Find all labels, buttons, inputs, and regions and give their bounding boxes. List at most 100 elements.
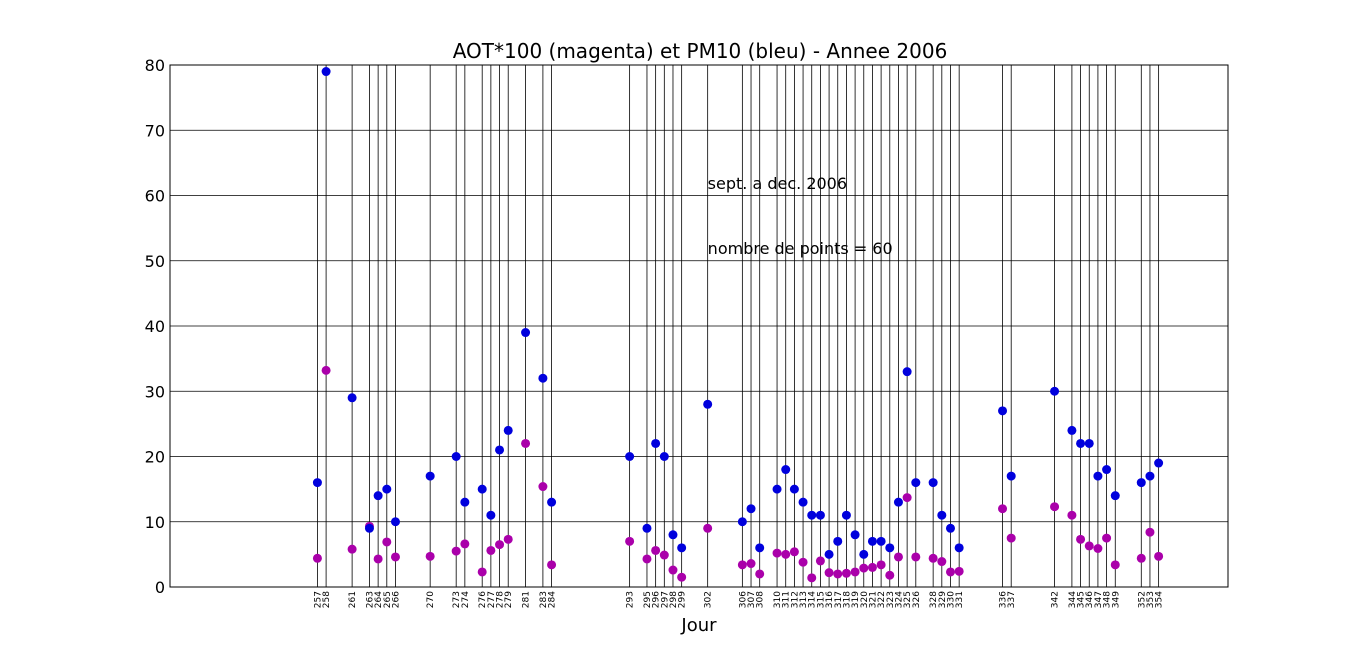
point-aot-100-266 — [390, 552, 400, 562]
x-tick-label: 283 — [539, 591, 549, 608]
x-tick-label: 314 — [808, 591, 818, 608]
point-aot-100-307 — [746, 559, 756, 569]
plot-area-frame — [169, 64, 1229, 588]
point-pm10-318 — [841, 510, 851, 520]
point-aot-100-278 — [495, 540, 505, 550]
point-aot-100-314 — [807, 573, 817, 583]
point-aot-100-325 — [902, 493, 912, 503]
x-tick-label: 270 — [426, 591, 436, 608]
point-aot-100-258 — [321, 365, 331, 375]
point-pm10-353 — [1145, 471, 1155, 481]
point-pm10-279 — [503, 425, 513, 435]
point-pm10-323 — [885, 543, 895, 553]
point-aot-100-310 — [772, 548, 782, 558]
x-tick-label: 264 — [374, 591, 384, 608]
point-aot-100-344 — [1067, 510, 1077, 520]
point-aot-100-320 — [859, 563, 869, 573]
point-pm10-297 — [659, 452, 669, 461]
point-pm10-265 — [382, 484, 392, 494]
point-pm10-322 — [876, 536, 886, 546]
x-tick-label: 347 — [1094, 591, 1104, 608]
x-tick-label: 348 — [1103, 591, 1113, 608]
x-tick-label: 342 — [1051, 591, 1061, 608]
x-tick-label: 312 — [790, 591, 800, 608]
point-aot-100-348 — [1102, 533, 1112, 543]
x-tick-label: 308 — [756, 591, 766, 608]
x-tick-label: 318 — [842, 591, 852, 608]
point-aot-100-296 — [651, 545, 661, 555]
point-aot-100-323 — [885, 570, 895, 580]
point-pm10-263 — [364, 523, 374, 533]
point-aot-100-264 — [373, 554, 383, 564]
point-aot-100-284 — [547, 560, 557, 570]
point-aot-100-330 — [945, 567, 955, 577]
point-pm10-298 — [668, 530, 678, 540]
point-aot-100-322 — [876, 560, 886, 570]
point-aot-100-270 — [425, 551, 435, 561]
y-tick-label: 20 — [145, 448, 165, 467]
point-aot-100-346 — [1084, 541, 1094, 551]
point-pm10-276 — [477, 484, 487, 494]
point-aot-100-312 — [789, 547, 799, 557]
point-pm10-273 — [451, 452, 461, 461]
point-pm10-349 — [1110, 491, 1120, 501]
point-pm10-257 — [312, 478, 322, 488]
x-tick-label: 337 — [1007, 591, 1017, 608]
point-pm10-302 — [703, 399, 713, 409]
point-pm10-296 — [651, 438, 661, 448]
point-aot-100-345 — [1076, 534, 1086, 544]
point-pm10-277 — [486, 510, 496, 520]
point-aot-100-326 — [911, 552, 921, 562]
x-tick-label: 278 — [496, 591, 506, 608]
point-pm10-258 — [321, 67, 331, 77]
point-pm10-311 — [781, 465, 791, 475]
point-aot-100-274 — [460, 539, 470, 549]
point-aot-100-324 — [893, 552, 903, 562]
x-tick-label: 323 — [886, 591, 896, 608]
point-pm10-352 — [1136, 478, 1146, 488]
x-tick-label: 263 — [365, 591, 375, 608]
x-tick-label: 319 — [851, 591, 861, 608]
x-tick-label: 281 — [522, 591, 532, 608]
point-pm10-281 — [521, 328, 531, 338]
point-aot-100-298 — [668, 565, 678, 575]
x-tick-label: 349 — [1111, 591, 1121, 608]
x-tick-label: 320 — [860, 591, 870, 608]
point-pm10-284 — [547, 497, 557, 507]
point-aot-100-318 — [841, 568, 851, 578]
point-pm10-308 — [755, 543, 765, 553]
point-pm10-337 — [1006, 471, 1016, 481]
x-tick-label: 324 — [894, 591, 904, 608]
annotation-point-count: nombre de points = 60 — [708, 239, 893, 258]
point-pm10-266 — [390, 517, 400, 527]
point-pm10-326 — [911, 478, 921, 488]
x-tick-label: 310 — [773, 591, 783, 608]
x-tick-label: 296 — [652, 591, 662, 608]
point-aot-100-308 — [755, 569, 765, 579]
x-tick-label: 322 — [877, 591, 887, 608]
y-tick-label: 70 — [145, 121, 165, 140]
point-aot-100-293 — [625, 536, 635, 546]
point-aot-100-349 — [1110, 560, 1120, 570]
point-aot-100-315 — [815, 556, 825, 566]
point-pm10-321 — [867, 536, 877, 546]
point-aot-100-277 — [486, 545, 496, 555]
point-aot-100-347 — [1093, 544, 1103, 554]
y-tick-label: 30 — [145, 382, 165, 401]
y-tick-label: 40 — [145, 317, 165, 336]
x-tick-label: 331 — [955, 591, 965, 608]
point-pm10-330 — [945, 523, 955, 533]
x-tick-label: 313 — [799, 591, 809, 608]
x-tick-label: 330 — [946, 591, 956, 608]
point-pm10-314 — [807, 510, 817, 520]
x-tick-label: 307 — [747, 591, 757, 608]
point-aot-100-302 — [703, 523, 713, 533]
point-pm10-270 — [425, 471, 435, 481]
point-pm10-345 — [1076, 438, 1086, 448]
x-tick-label: 258 — [322, 591, 332, 608]
point-pm10-336 — [998, 406, 1008, 416]
point-aot-100-354 — [1154, 551, 1164, 561]
point-pm10-331 — [954, 543, 964, 553]
point-pm10-306 — [737, 517, 747, 527]
